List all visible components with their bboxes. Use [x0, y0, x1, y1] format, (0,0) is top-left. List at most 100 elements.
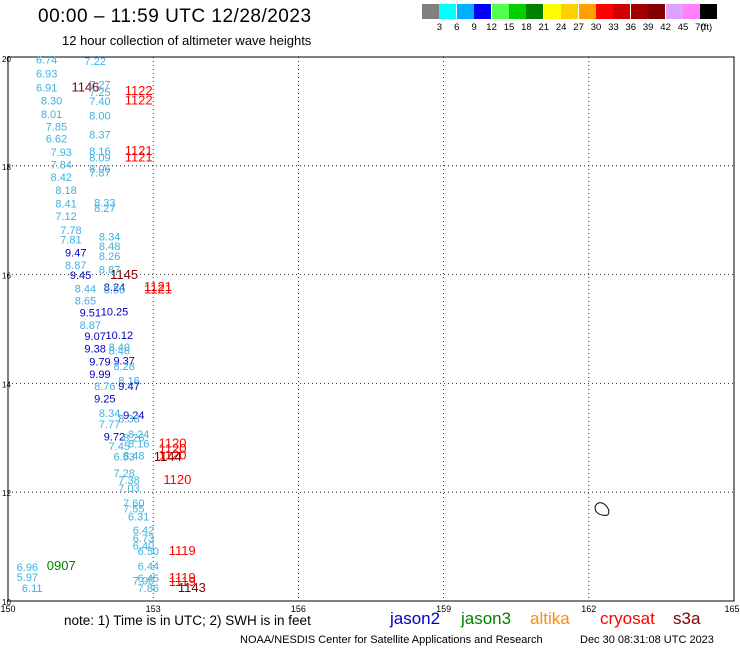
- wave-height-label: 9.45: [70, 270, 91, 282]
- lat-tick-label: 18: [2, 163, 11, 172]
- pass-time-label: 1121: [125, 143, 153, 158]
- wave-height-label: 7.22: [84, 56, 105, 68]
- wave-height-label: 7.28: [113, 468, 134, 480]
- island-outline: [594, 502, 610, 516]
- legend-swatch: [509, 4, 526, 19]
- wave-height-label: 8.48: [123, 451, 144, 463]
- pass-time-label: 1119: [169, 570, 196, 585]
- wave-height-label: 7.86: [138, 583, 159, 595]
- wave-height-label: 8.41: [55, 199, 76, 211]
- legend-swatch: [700, 4, 718, 19]
- wave-height-label: 8.06: [89, 163, 110, 175]
- legend-swatch: [613, 4, 631, 19]
- footer-note: note: 1) Time is in UTC; 2) SWH is in fe…: [64, 613, 311, 628]
- legend-swatch: [543, 4, 561, 19]
- wave-height-label: 8.00: [89, 111, 110, 123]
- wave-height-label: 7.60: [123, 498, 144, 510]
- pass-time-label: 1145: [110, 267, 138, 282]
- pass-time-label: 1119: [169, 574, 196, 589]
- legend-label: 12: [486, 22, 497, 33]
- wave-height-label: 9.99: [89, 369, 110, 381]
- wave-height-label: 8.87: [99, 265, 120, 277]
- wave-height-label: 7.77: [99, 419, 120, 431]
- wave-height-label: 7.55: [123, 503, 144, 515]
- wave-height-label: 8.16: [118, 375, 139, 387]
- wave-height-label: 6.73: [133, 533, 154, 545]
- legend-swatch: [526, 4, 544, 19]
- wave-height-label: 8.26: [99, 251, 120, 263]
- wave-height-label: 10.12: [106, 330, 134, 342]
- wave-height-label: 8.16: [89, 146, 110, 158]
- wave-height-label: 9.24: [123, 410, 144, 422]
- wave-height-label: 8.87: [65, 260, 86, 272]
- legend-label: (ft): [700, 22, 713, 33]
- wave-height-label: 6.45: [138, 573, 159, 585]
- lon-tick-label: 165: [724, 604, 739, 614]
- lat-tick-label: 20: [2, 55, 11, 64]
- legend-label: 15: [503, 22, 515, 33]
- wave-height-label: 8.46: [109, 346, 130, 358]
- legend-cryosat: cryosat: [600, 609, 655, 628]
- wave-height-label: 6.53: [113, 452, 134, 464]
- legend-swatch: [474, 4, 492, 19]
- wave-height-label: 7.03: [118, 483, 139, 495]
- pass-time-label: 1120: [159, 448, 187, 463]
- wave-height-label: 7.81: [60, 235, 81, 247]
- wave-height-label: 8.30: [41, 95, 62, 107]
- timestamp-text: Dec 30 08:31:08 UTC 2023: [580, 634, 714, 646]
- wave-height-label: 8.09: [89, 152, 110, 164]
- lat-tick-label: 10: [2, 598, 11, 607]
- wave-height-label: 8.65: [75, 296, 96, 308]
- wave-height-label: 9.07: [84, 331, 105, 343]
- wave-height-label: 7.84: [51, 160, 72, 172]
- wave-height-label: 8.56: [104, 285, 125, 297]
- wave-height-label: 7.38: [118, 475, 139, 487]
- wave-height-label: 7.93: [51, 147, 72, 159]
- wave-height-label: 8.16: [128, 439, 149, 451]
- pass-time-label: 1146: [71, 79, 99, 94]
- wave-height-label: 8.37: [89, 130, 110, 142]
- legend-swatch: [491, 4, 509, 19]
- wave-height-label: 7.45: [109, 441, 130, 453]
- pass-time-label: 1120: [163, 472, 191, 487]
- legend-s3a: s3a: [673, 609, 701, 628]
- page-subtitle: 12 hour collection of altimeter wave hei…: [62, 33, 312, 48]
- legend-altika: altika: [530, 609, 570, 628]
- legend-label: 6: [454, 22, 460, 33]
- legend-label: 3: [436, 22, 443, 33]
- legend-jason3: jason3: [461, 609, 512, 628]
- wave-height-label: 9.72: [104, 432, 125, 444]
- pass-time-label: 1122: [125, 92, 153, 107]
- wave-height-label: 9.37: [113, 355, 134, 367]
- wave-height-label: 8.40: [109, 342, 130, 354]
- wave-height-label: 8.87: [80, 320, 101, 332]
- legend-label: 36: [625, 22, 637, 33]
- wave-height-label: 8.48: [99, 241, 120, 253]
- legend-swatch: [630, 4, 648, 19]
- wave-height-label: 7.78: [60, 225, 81, 237]
- wave-height-label: 8.28: [113, 361, 134, 373]
- legend-swatch: [456, 4, 474, 19]
- wave-height-label: 9.47: [65, 248, 86, 260]
- wave-height-label: 8.34: [99, 408, 120, 420]
- lon-tick-label: 153: [146, 604, 161, 614]
- wave-height-label: 8.76: [94, 381, 115, 393]
- wave-height-label: 6.31: [128, 511, 149, 523]
- legend-swatch: [648, 4, 666, 19]
- wave-height-label: 6.42: [133, 525, 154, 537]
- lon-tick-label: 159: [436, 604, 451, 614]
- wave-height-label: 8.44: [75, 284, 96, 296]
- pass-time-label: 1144: [154, 449, 182, 464]
- legend-swatch: [596, 4, 613, 19]
- wave-height-label: 5.97: [17, 572, 38, 584]
- pass-time-label: 0907: [47, 558, 76, 573]
- legend-swatch: [439, 4, 457, 19]
- wave-height-label: 8.38: [118, 414, 139, 426]
- pass-time-label: 1120: [159, 436, 187, 451]
- legend-label: 27: [573, 22, 584, 33]
- wave-height-label: 6.44: [138, 561, 159, 573]
- pass-time-label: 1119: [169, 543, 196, 558]
- wave-height-label: 8.24: [128, 429, 149, 441]
- credit-text: NOAA/NESDIS Center for Satellite Applica…: [240, 634, 543, 646]
- lon-tick-label: 162: [581, 604, 596, 614]
